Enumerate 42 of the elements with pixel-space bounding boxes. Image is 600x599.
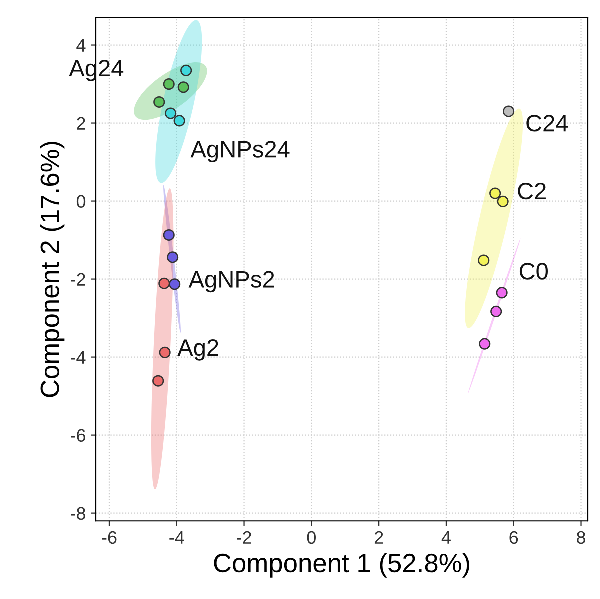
- series-label: C2: [518, 182, 546, 200]
- x-tick-label: -2: [237, 531, 252, 544]
- y-tick-label: -2: [71, 273, 86, 286]
- series-label: C24: [526, 115, 568, 132]
- point: [169, 278, 181, 290]
- x-tick-label: 0: [307, 531, 316, 544]
- point: [167, 252, 179, 264]
- x-axis-title: Component 1 (52.8%): [214, 553, 470, 578]
- series-label: Ag2: [178, 339, 218, 361]
- y-tick-label: 0: [76, 195, 86, 208]
- y-tick-label: -4: [71, 351, 86, 364]
- series-label: AgNPs24: [190, 141, 290, 163]
- point: [163, 78, 175, 90]
- x-tick-label: 4: [442, 532, 451, 544]
- y-tick-label: -8: [71, 507, 86, 520]
- x-tick-label: -6: [102, 531, 117, 544]
- point: [497, 196, 509, 208]
- point: [490, 188, 502, 200]
- point: [496, 287, 508, 299]
- series-label: C0: [520, 263, 548, 280]
- x-tick-label: -4: [170, 532, 184, 544]
- y-tick-label: -6: [71, 429, 86, 442]
- point: [174, 115, 186, 127]
- point: [503, 106, 515, 118]
- point: [154, 96, 166, 108]
- point: [158, 278, 170, 290]
- point: [165, 108, 177, 120]
- point: [163, 229, 175, 241]
- point: [159, 346, 171, 358]
- point: [152, 375, 164, 387]
- series-label: AgNPs2: [188, 271, 274, 293]
- point: [478, 254, 490, 266]
- point: [490, 306, 502, 318]
- x-tick-label: 6: [510, 531, 518, 544]
- y-tick-label: 2: [77, 117, 86, 130]
- x-tick-label: 8: [577, 531, 586, 544]
- x-tick-label: 2: [374, 531, 384, 544]
- y-tick-label: 4: [76, 39, 86, 52]
- point: [178, 82, 190, 94]
- point: [180, 64, 192, 76]
- point: [479, 338, 491, 350]
- y-axis-title: Component 2 (17.6%): [40, 142, 65, 398]
